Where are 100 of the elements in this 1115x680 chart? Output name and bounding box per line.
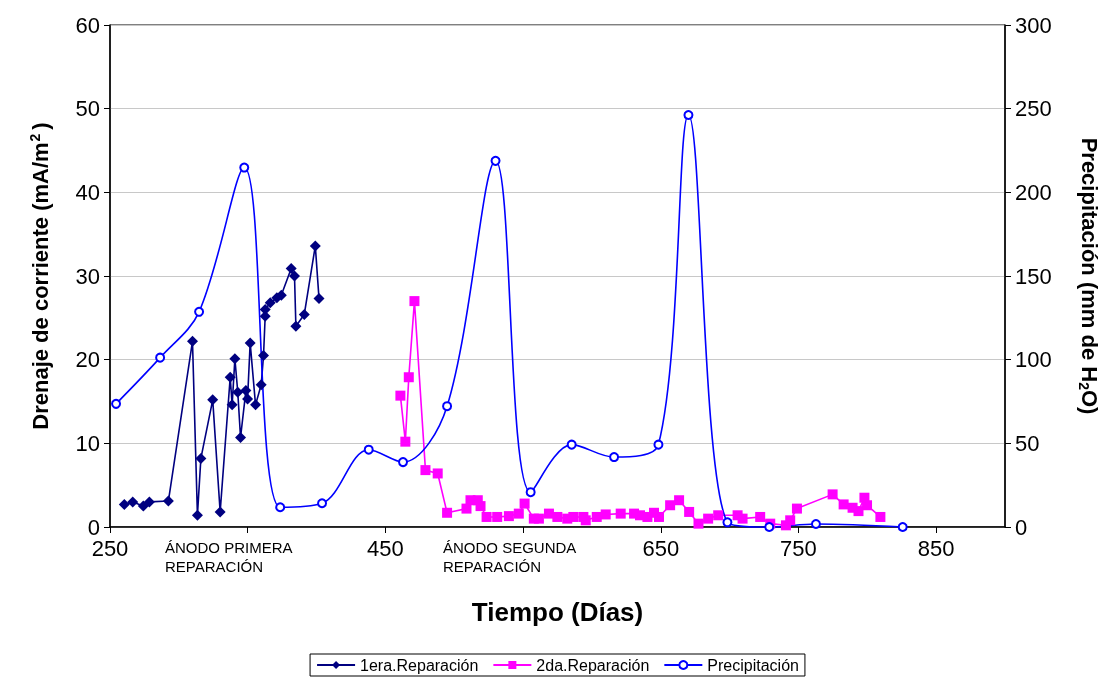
legend-label: 2da.Reparación [536, 656, 650, 674]
point [600, 509, 611, 520]
point [264, 297, 276, 309]
point [755, 511, 766, 522]
point [255, 379, 267, 391]
y-tick-label: 60 [75, 12, 100, 38]
y-tick-label: 50 [75, 96, 100, 122]
point [580, 515, 591, 526]
point [137, 500, 149, 512]
point [519, 498, 530, 509]
point [442, 507, 453, 518]
point [722, 517, 733, 528]
point [363, 444, 374, 455]
point [442, 401, 453, 412]
y2-axis-title: Precipitación (mm de H2O) [1076, 137, 1102, 415]
point [703, 513, 714, 524]
point [615, 508, 626, 519]
text: ÁNODO PRIMERA REPARACIÓN [165, 539, 296, 575]
point [398, 457, 409, 468]
point [226, 399, 238, 411]
point [693, 518, 704, 529]
point [186, 335, 198, 347]
point [764, 522, 775, 532]
point [258, 349, 270, 361]
y-tick-label: 30 [75, 263, 100, 289]
y2-tick-label: 300 [1015, 12, 1052, 38]
point [737, 513, 748, 524]
point [195, 452, 207, 464]
point [653, 439, 664, 450]
point [591, 511, 602, 522]
y2-tick-label: 250 [1015, 96, 1052, 122]
point [298, 308, 310, 320]
point [127, 496, 139, 508]
point [309, 240, 321, 252]
point [194, 306, 205, 317]
point [224, 371, 236, 383]
point [290, 320, 302, 332]
point [862, 500, 873, 511]
point [683, 110, 694, 121]
point [111, 398, 122, 409]
point [191, 509, 203, 521]
y2-tick-label: 100 [1015, 347, 1052, 373]
point [235, 431, 247, 443]
point [492, 511, 503, 522]
point [568, 511, 579, 522]
point [432, 468, 443, 479]
point [285, 262, 297, 274]
point [155, 352, 166, 363]
point [289, 270, 301, 282]
point [665, 500, 676, 511]
point [214, 506, 226, 518]
y-axis-title: Drenaje de corriente (mA/m2) [27, 122, 53, 430]
y2-tick-label: 0 [1015, 514, 1028, 540]
point [838, 499, 849, 510]
point [713, 510, 724, 521]
point [475, 501, 486, 512]
point [566, 439, 577, 450]
point [244, 337, 256, 349]
point [395, 390, 406, 401]
point [232, 386, 244, 398]
point [409, 296, 420, 307]
point [853, 506, 864, 517]
point [143, 496, 155, 508]
x-axis-title: Tiempo (Días) [471, 597, 644, 627]
point [229, 353, 241, 365]
point [897, 522, 908, 532]
point [674, 495, 685, 506]
point [785, 515, 796, 526]
legend-label: 1era.Reparación [360, 656, 479, 674]
point [275, 502, 286, 513]
point [503, 511, 514, 522]
point [533, 513, 544, 524]
x-tick-label: 650 [642, 535, 680, 561]
x-tick-label: 450 [367, 535, 404, 561]
point [118, 498, 130, 510]
x-tick-label: 750 [780, 535, 817, 561]
y-tick-label: 10 [75, 430, 100, 456]
point [525, 487, 536, 498]
y2-tick-label: 200 [1015, 179, 1052, 205]
point [653, 511, 664, 522]
point [490, 155, 501, 166]
point [239, 162, 250, 173]
text: ÁNODO SEGUNDA REPARACIÓN [443, 539, 580, 575]
point [313, 293, 325, 305]
y2-tick-label: 150 [1015, 263, 1052, 289]
point [481, 511, 492, 522]
point [513, 508, 524, 519]
point [609, 452, 620, 463]
legend-label: Precipitación [707, 656, 799, 674]
point [317, 498, 328, 509]
x-tick-label: 850 [917, 535, 955, 561]
point [400, 436, 411, 447]
point [162, 495, 174, 507]
point [403, 372, 414, 383]
point [242, 393, 254, 405]
point [420, 465, 431, 476]
point [552, 511, 563, 522]
point [827, 489, 838, 500]
y2-tick-label: 50 [1015, 430, 1040, 456]
y-tick-label: 40 [75, 179, 100, 205]
